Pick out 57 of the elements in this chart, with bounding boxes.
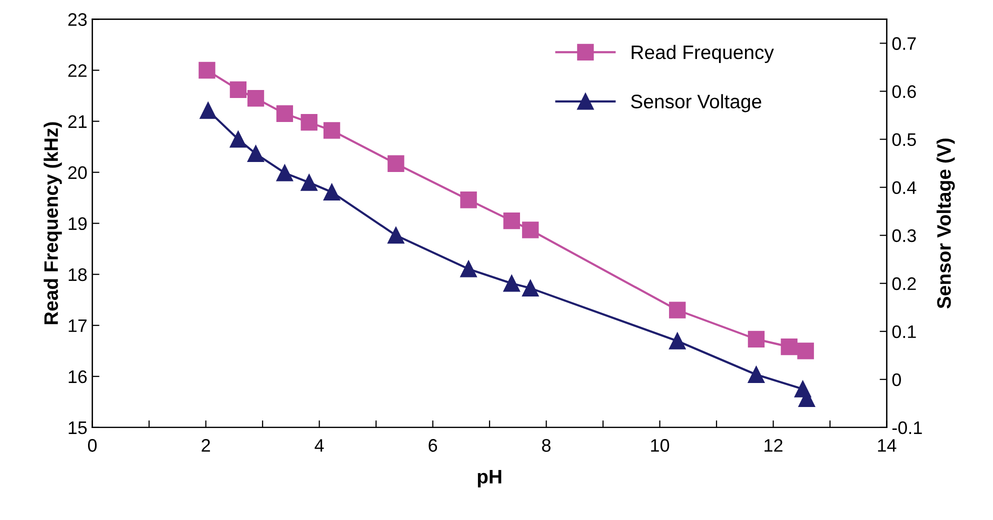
point <box>323 184 340 200</box>
point <box>503 212 520 230</box>
y-tick-label: 16 <box>68 370 87 384</box>
point <box>669 302 686 318</box>
point <box>276 105 294 122</box>
point <box>748 366 765 383</box>
legend-label: Sensor Voltage <box>631 94 762 112</box>
y-tick-label: 22 <box>68 64 87 77</box>
y-tick-label: 21 <box>68 115 87 128</box>
point <box>388 227 404 244</box>
point <box>247 90 264 107</box>
point <box>323 122 340 139</box>
point <box>460 260 477 278</box>
y-tick-label: 19 <box>68 217 87 230</box>
y2-tick-label: 0.4 <box>892 181 916 194</box>
x-axis-title: pH <box>478 470 502 488</box>
point <box>300 174 318 191</box>
y-axis-title: Read Frequency (kHz) <box>44 122 62 324</box>
y-tick-label: 17 <box>68 320 87 332</box>
x-tick-label: 12 <box>764 439 782 452</box>
y-tick-label: 23 <box>68 13 87 26</box>
x-tick-label: 4 <box>314 439 324 452</box>
point <box>230 81 247 98</box>
point <box>780 338 798 356</box>
point <box>503 275 520 292</box>
point <box>522 280 539 297</box>
x-tick-label: 14 <box>878 439 896 452</box>
y2-tick-label: 0.7 <box>892 37 916 50</box>
point <box>276 164 294 182</box>
x-tick-label: 0 <box>88 439 97 452</box>
x-tick-label: 2 <box>202 439 210 452</box>
x-tick-label: 10 <box>651 439 670 452</box>
x-tick-label: 6 <box>428 439 438 452</box>
point <box>669 332 686 350</box>
y2-tick-label: 0.5 <box>892 133 916 146</box>
y-tick-label: 15 <box>68 422 87 434</box>
point <box>522 222 539 238</box>
point <box>200 102 216 119</box>
legend-label: Read Frequency <box>632 44 774 64</box>
y-tick-label: 18 <box>68 268 87 282</box>
y2-tick-label: 0 <box>892 373 901 386</box>
point <box>198 62 216 79</box>
point <box>797 342 814 360</box>
y2-tick-label: 0.6 <box>892 85 916 98</box>
point <box>230 130 247 148</box>
point <box>300 114 318 131</box>
y2-tick-label: 0.1 <box>892 325 916 338</box>
y2-axis-title: Sensor Voltage (V) <box>936 138 955 308</box>
y2-tick-label: 0.2 <box>892 277 916 290</box>
point <box>748 330 765 348</box>
y2-tick-label: 0.3 <box>892 229 916 242</box>
y-tick-label: 20 <box>68 166 87 180</box>
point <box>388 155 404 172</box>
point <box>247 145 264 162</box>
x-tick-label: 8 <box>542 439 551 452</box>
point <box>460 192 477 208</box>
y2-tick-label: -0.1 <box>892 421 922 434</box>
